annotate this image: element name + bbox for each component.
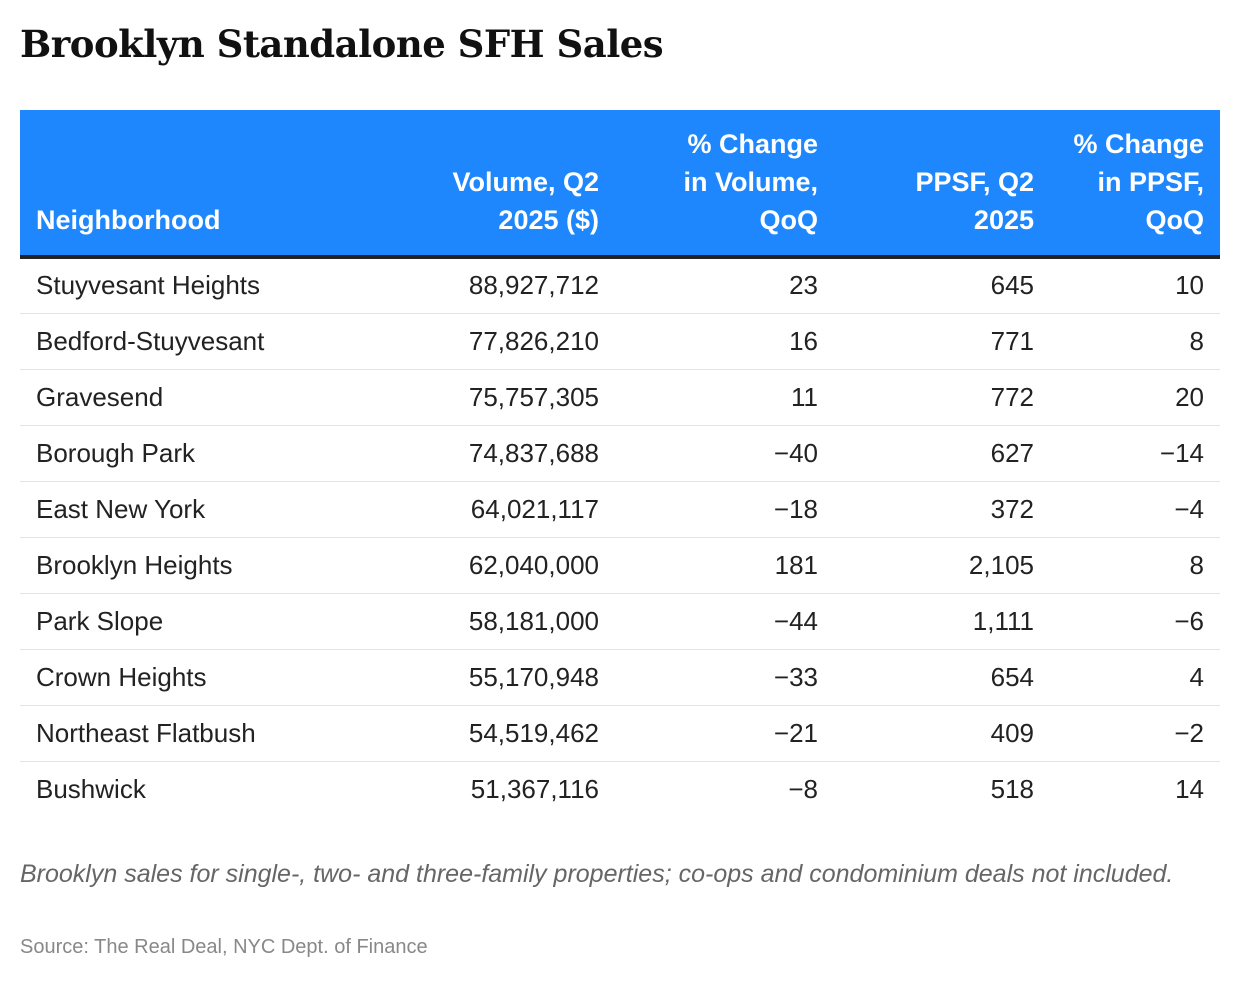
header-ppsf: PPSF, Q2 2025 [834,110,1050,259]
cell-volume-change: −18 [615,481,834,538]
sales-table: Neighborhood Volume, Q2 2025 ($) % Chang… [20,110,1220,817]
cell-volume-change: 11 [615,369,834,426]
cell-ppsf: 372 [834,481,1050,538]
cell-ppsf-change: −6 [1050,593,1220,650]
cell-volume: 74,837,688 [396,425,615,482]
cell-volume: 64,021,117 [396,481,615,538]
cell-volume-change: 16 [615,313,834,370]
cell-ppsf: 654 [834,649,1050,706]
cell-ppsf-change: −2 [1050,705,1220,762]
header-ppsf-change: % Change in PPSF, QoQ [1050,110,1220,259]
cell-volume: 62,040,000 [396,537,615,594]
cell-volume-change: −21 [615,705,834,762]
cell-ppsf-change: −14 [1050,425,1220,482]
table-row: Crown Heights 55,170,948 −33 654 4 [20,649,1220,706]
cell-volume: 77,826,210 [396,313,615,370]
cell-neighborhood: Crown Heights [20,649,396,706]
cell-neighborhood: Bedford-Stuyvesant [20,313,396,370]
table-row: East New York 64,021,117 −18 372 −4 [20,481,1220,538]
cell-ppsf-change: 14 [1175,773,1204,804]
header-volume-line: Volume, Q2 [452,167,599,197]
cell-ppsf-change: 10 [1050,257,1220,314]
cell-ppsf-change: −4 [1050,481,1220,538]
cell-neighborhood: Gravesend [20,369,396,426]
table-row: Bushwick 51,367,116 −8 518 14 [20,761,1220,817]
header-ppsf-line: 2025 [973,205,1034,235]
cell-volume-change: 23 [615,257,834,314]
cell-ppsf-change: 8 [1050,313,1220,370]
cell-volume: 54,519,462 [396,705,615,762]
cell-ppsf: 1,111 [834,593,1050,650]
cell-neighborhood: Bushwick [36,773,146,804]
cell-ppsf: 518 [990,773,1034,804]
cell-ppsf: 771 [834,313,1050,370]
cell-neighborhood: Borough Park [20,425,396,482]
cell-ppsf: 645 [834,257,1050,314]
header-ppsf-change-line: QoQ [1145,205,1205,235]
cell-volume-change: 181 [615,537,834,594]
table-row: Park Slope 58,181,000 −44 1,111 −6 [20,593,1220,650]
header-neighborhood-line: Neighborhood [36,205,221,235]
cell-volume: 75,757,305 [396,369,615,426]
header-ppsf-line: PPSF, Q2 [915,167,1034,197]
cell-neighborhood: Brooklyn Heights [20,537,396,594]
cell-neighborhood: Northeast Flatbush [20,705,396,762]
header-volume-change-line: in Volume, [683,167,818,197]
table-row: Borough Park 74,837,688 −40 627 −14 [20,425,1220,482]
table-row: Gravesend 75,757,305 11 772 20 [20,369,1220,426]
cell-neighborhood: Stuyvesant Heights [20,257,396,314]
table-body: Stuyvesant Heights 88,927,712 23 645 10 Bedfo… [20,257,1220,817]
cell-volume: 55,170,948 [396,649,615,706]
cell-ppsf: 772 [834,369,1050,426]
cell-volume-change: −33 [615,649,834,706]
table-row: Stuyvesant Heights 88,927,712 23 645 10 [20,257,1220,314]
table-row: Bedford-Stuyvesant 77,826,210 16 771 8 [20,313,1220,370]
cell-ppsf: 627 [834,425,1050,482]
cell-ppsf-change: 20 [1050,369,1220,426]
cell-ppsf-change: 4 [1050,649,1220,706]
header-ppsf-change-line: % Change [1073,129,1204,159]
header-volume: Volume, Q2 2025 ($) [396,110,615,259]
cell-volume-change: −44 [615,593,834,650]
cell-volume-change: −8 [788,773,818,804]
cell-ppsf: 409 [834,705,1050,762]
header-volume-change-line: QoQ [759,205,819,235]
header-volume-line: 2025 ($) [498,205,599,235]
header-neighborhood: Neighborhood [20,110,396,259]
cell-volume: 51,367,116 [470,773,599,804]
cell-neighborhood: Park Slope [20,593,396,650]
header-ppsf-change-line: in PPSF, [1097,167,1204,197]
chart-title: Brooklyn Standalone SFH Sales [20,22,664,66]
cell-ppsf: 2,105 [834,537,1050,594]
table-row: Northeast Flatbush 54,519,462 −21 409 −2 [20,705,1220,762]
source-line: Source: The Real Deal, NYC Dept. of Fina… [20,936,428,958]
cell-volume: 88,927,712 [396,257,615,314]
header-volume-change: % Change in Volume, QoQ [615,110,834,259]
table-row: Brooklyn Heights 62,040,000 181 2,105 8 [20,537,1220,594]
cell-ppsf-change: 8 [1050,537,1220,594]
cell-volume-change: −40 [615,425,834,482]
cell-neighborhood: East New York [20,481,396,538]
table-note: Brooklyn sales for single-, two- and thr… [20,860,1174,888]
header-row: Neighborhood Volume, Q2 2025 ($) % Chang… [20,110,1220,259]
header-volume-change-line: % Change [687,129,818,159]
cell-volume: 58,181,000 [396,593,615,650]
